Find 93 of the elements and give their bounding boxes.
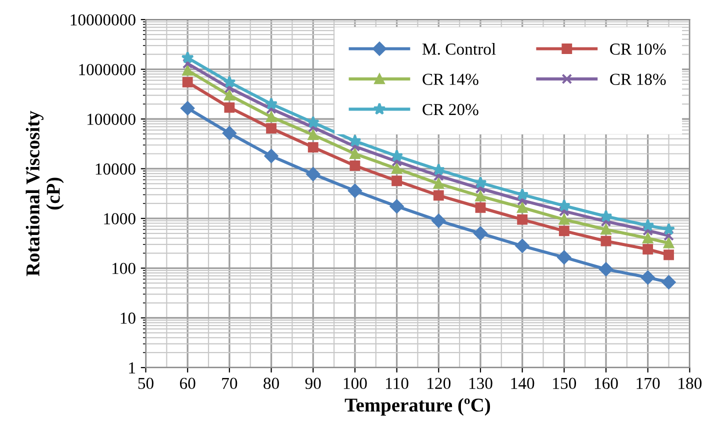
y-tick-label: 100000 — [88, 114, 136, 125]
legend-label: M. Control — [422, 43, 496, 55]
x-tick-label: 90 — [305, 378, 321, 390]
x-tick-label: 110 — [386, 378, 408, 390]
point — [642, 218, 654, 232]
point — [433, 190, 444, 201]
point — [306, 167, 320, 182]
point — [474, 226, 488, 240]
point — [348, 184, 362, 198]
point — [642, 233, 654, 244]
point — [182, 65, 193, 76]
point — [266, 123, 276, 134]
point — [558, 226, 570, 236]
y-tick-label: 100 — [112, 262, 136, 274]
point — [600, 224, 612, 235]
point — [350, 141, 360, 152]
point — [264, 149, 278, 163]
point — [180, 101, 195, 116]
point — [264, 97, 278, 110]
legend-label: CR 10% — [610, 43, 666, 55]
legend-label: CR 14% — [422, 74, 478, 86]
point — [432, 214, 446, 228]
point — [350, 148, 360, 159]
point — [474, 176, 487, 188]
x-tick-label: 60 — [180, 378, 196, 390]
x-axis-title: Temperature (ºC) — [344, 398, 490, 416]
point — [224, 90, 235, 100]
point — [390, 199, 404, 214]
point — [557, 250, 572, 264]
point — [600, 236, 612, 246]
point — [517, 195, 528, 206]
point — [308, 130, 318, 140]
point — [224, 82, 235, 94]
point — [662, 275, 676, 290]
point — [306, 116, 320, 128]
point — [433, 170, 444, 182]
y-tick-label: 10000000 — [70, 14, 136, 26]
point — [600, 210, 612, 222]
point — [517, 214, 528, 225]
point — [392, 164, 402, 174]
x-tick-label: 160 — [594, 378, 618, 390]
legend-label: CR 18% — [610, 74, 666, 86]
point — [640, 270, 655, 284]
point — [348, 134, 362, 147]
point — [599, 262, 613, 276]
point — [222, 126, 236, 140]
y-tick-label: 1 — [129, 362, 136, 374]
point — [390, 149, 404, 162]
point — [600, 216, 612, 227]
point — [392, 176, 402, 186]
x-tick-label: 180 — [678, 378, 702, 390]
point — [350, 160, 360, 171]
x-tick-label: 100 — [344, 378, 367, 390]
x-tick-label: 170 — [636, 378, 660, 390]
x-tick-label: 50 — [138, 378, 154, 390]
point — [392, 156, 402, 167]
point — [664, 250, 674, 260]
point — [516, 188, 529, 200]
point — [475, 183, 486, 194]
point — [642, 244, 654, 254]
point — [266, 112, 276, 122]
point — [308, 142, 318, 152]
point — [664, 238, 674, 248]
x-tick-label: 120 — [428, 378, 450, 390]
y-tick-label: 1000000 — [79, 64, 136, 76]
point — [515, 238, 530, 253]
point — [308, 122, 318, 133]
point — [432, 163, 445, 176]
point — [558, 214, 570, 225]
point — [433, 178, 444, 189]
y-tick-label: 10 — [120, 312, 136, 324]
x-tick-label: 130 — [469, 378, 492, 390]
x-tick-label: 80 — [264, 378, 279, 390]
y-tick-label: 1000 — [104, 213, 136, 224]
point — [558, 206, 570, 216]
point — [182, 76, 193, 88]
point — [662, 222, 676, 235]
point — [475, 190, 486, 202]
legend-label: CR 20% — [422, 104, 478, 116]
y-axis-title: Rotational Viscosity (cP) — [26, 110, 64, 276]
point — [266, 104, 276, 114]
point — [517, 202, 528, 213]
point — [224, 102, 235, 113]
x-tick-label: 140 — [511, 378, 534, 390]
point — [182, 58, 193, 69]
point — [664, 230, 674, 241]
point — [475, 202, 486, 213]
point — [223, 76, 236, 88]
x-tick-label: 70 — [222, 378, 238, 390]
x-tick-label: 150 — [553, 378, 576, 390]
y-tick-label: 10000 — [96, 163, 136, 175]
point — [642, 225, 654, 236]
point — [181, 51, 194, 64]
